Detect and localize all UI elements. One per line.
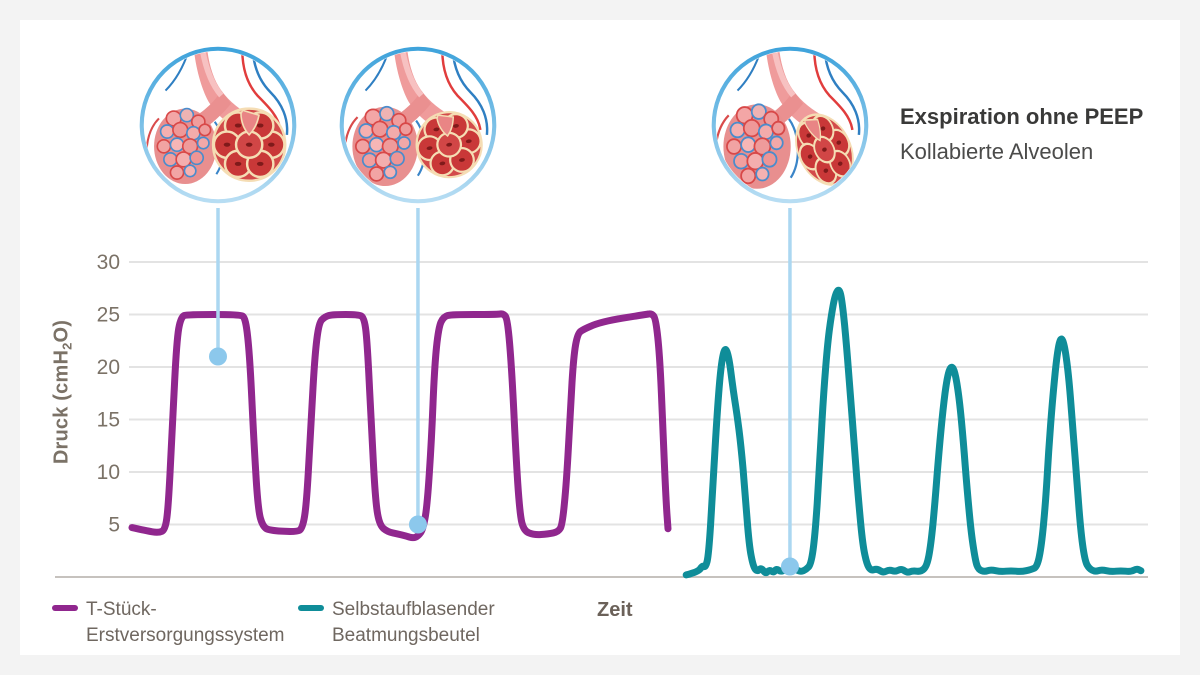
y-tick-label-5: 5	[108, 514, 120, 537]
magnifier-circle	[339, 46, 497, 204]
series-line-beatmungsbeutel	[682, 286, 1145, 579]
alveoli-illustration-collapsed	[708, 43, 872, 207]
alveoli-art-collapsed	[711, 46, 869, 204]
legend-label-line2: Erstversorgungssystem	[86, 625, 285, 646]
series-line-t-stueck	[128, 310, 672, 542]
x-axis-title: Zeit	[597, 599, 633, 621]
callout-dot-1	[209, 347, 228, 366]
legend-item-t-stueck: T-Stück- Erstversorgungssystem	[52, 597, 285, 649]
y-tick-label-20: 20	[97, 356, 120, 379]
legend-label-beatmungsbeutel: Selbstaufblasender Beatmungsbeutel	[332, 597, 495, 649]
callout-dot-3	[780, 557, 799, 576]
magnifier-circle	[139, 46, 297, 204]
annotation-title: Exspiration ohne PEEP	[900, 104, 1144, 129]
legend-swatch-t-stueck	[52, 605, 78, 611]
y-axis-title-pre: Druck (cmH	[50, 349, 73, 465]
y-axis-title: Druck (cmH2O)	[50, 319, 75, 465]
callout-dot-2	[408, 515, 427, 534]
chart-card	[20, 20, 1180, 655]
legend-item-beatmungsbeutel: Selbstaufblasender Beatmungsbeutel	[298, 597, 495, 649]
legend-label-line1: Selbstaufblasender	[332, 599, 495, 620]
y-tick-label-25: 25	[97, 304, 120, 327]
annotation-subtitle: Kollabierte Alveolen	[900, 139, 1094, 164]
legend-label-line2: Beatmungsbeutel	[332, 625, 480, 646]
y-tick-label-10: 10	[97, 461, 120, 484]
legend-swatch-beatmungsbeutel	[298, 605, 324, 611]
y-axis-title-subscript: 2	[59, 342, 75, 350]
alveoli-art-partially-inflated	[339, 46, 497, 204]
y-tick-label-30: 30	[97, 251, 120, 274]
legend-label-t-stueck: T-Stück- Erstversorgungssystem	[86, 597, 285, 649]
annotation-block: Exspiration ohne PEEP Kollabierte Alveol…	[900, 104, 1160, 165]
magnifier-circle	[711, 46, 869, 204]
y-axis-title-post: O)	[50, 319, 73, 343]
alveoli-art-inflated	[139, 46, 297, 204]
alveoli-illustration-inflated	[136, 43, 300, 207]
legend-label-line1: T-Stück-	[86, 599, 157, 620]
alveoli-illustration-partially-inflated	[336, 43, 500, 207]
y-tick-label-15: 15	[97, 409, 120, 432]
